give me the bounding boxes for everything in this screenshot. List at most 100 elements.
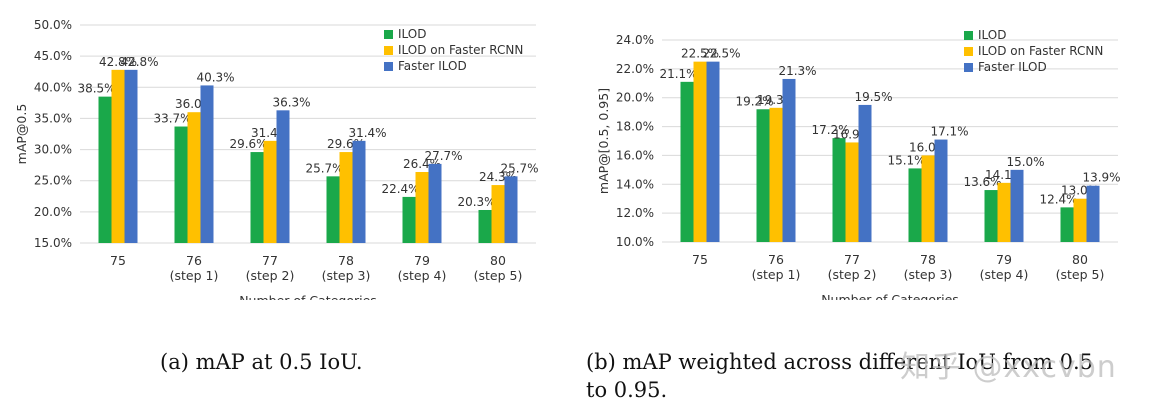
bar-ilod-on-faster-rcnn <box>415 171 429 243</box>
data-label: 29.6% <box>229 137 267 151</box>
data-label: 40.3% <box>196 70 234 84</box>
legend-swatch <box>384 62 393 71</box>
data-label: 12.4% <box>1039 192 1077 206</box>
x-tick-label: (step 5) <box>1056 267 1105 282</box>
x-tick-label: (step 1) <box>752 267 801 282</box>
bar-faster-ilod <box>858 104 872 242</box>
legend-swatch <box>964 31 973 40</box>
bar-ilod <box>832 138 846 242</box>
data-label: 13.9% <box>1082 171 1120 185</box>
bar-ilod <box>680 81 694 242</box>
x-tick-label: (step 5) <box>474 268 523 283</box>
y-axis-title: mAP@0.5 <box>14 104 29 165</box>
x-tick-label: 75 <box>692 252 708 267</box>
figure-caption-a: (a) mAP at 0.5 IoU. <box>160 350 363 374</box>
data-label: 22.4% <box>381 182 419 196</box>
data-label: 21.3% <box>778 64 816 78</box>
x-tick-label: (step 2) <box>828 267 877 282</box>
x-tick-label: 76 <box>186 253 202 268</box>
bar-ilod-on-faster-rcnn <box>339 152 353 243</box>
legend-label: ILOD on Faster RCNN <box>978 44 1103 58</box>
bar-ilod-on-faster-rcnn <box>187 112 201 243</box>
bar-ilod-on-faster-rcnn <box>263 140 277 243</box>
chart-a-svg: 15.0% 20.0% 25.0% 30.0% 35.0% 40.0% 45.0% 50.0%… <box>14 18 539 300</box>
bar-ilod <box>98 96 112 243</box>
x-tick-label: 77 <box>844 252 860 267</box>
y-tick-label: 20.0% <box>616 91 654 105</box>
data-label: 22.5% <box>681 47 719 61</box>
data-label: 21.1% <box>659 67 697 81</box>
bar-ilod <box>984 190 998 242</box>
data-label: 36.3% <box>272 95 310 109</box>
bar-faster-ilod <box>706 61 720 243</box>
bar-ilod <box>1060 207 1074 242</box>
bar-ilod-on-faster-rcnn <box>111 69 125 244</box>
data-label: 25.7% <box>500 161 538 175</box>
data-label: 22.5% <box>702 47 740 61</box>
y-tick-label: 50.0% <box>34 18 72 32</box>
bar-faster-ilod <box>124 69 138 244</box>
data-label: 20.3% <box>457 195 495 209</box>
y-tick-label: 14.0% <box>616 177 654 191</box>
data-label: 19.5% <box>854 90 892 104</box>
y-tick-label: 25.0% <box>34 174 72 188</box>
x-tick-label: 80 <box>1072 252 1088 267</box>
bar-ilod <box>174 126 188 243</box>
data-label: 25.7% <box>305 161 343 175</box>
legend-label: ILOD <box>978 28 1006 42</box>
bar-faster-ilod <box>276 110 290 244</box>
legend-swatch <box>384 30 393 39</box>
data-label: 38.5% <box>77 82 115 96</box>
data-label: 27.7% <box>424 149 462 163</box>
data-label: 42.8% <box>99 55 137 69</box>
bar-ilod-on-faster-rcnn <box>693 61 707 243</box>
data-label: 15.1% <box>887 153 925 167</box>
x-tick-label: (step 2) <box>246 268 295 283</box>
y-tick-label: 10.0% <box>616 235 654 249</box>
bar-ilod <box>908 168 922 242</box>
y-tick-label: 35.0% <box>34 111 72 125</box>
x-tick-label: (step 3) <box>904 267 953 282</box>
x-axis-title: Number of Categories <box>239 293 377 300</box>
chart-panel-a: 15.0% 20.0% 25.0% 30.0% 35.0% 40.0% 45.0% 50.0%… <box>4 0 544 300</box>
data-label: 19.2% <box>735 94 773 108</box>
legend-swatch <box>964 47 973 56</box>
chart-panel-b: 10.0% 12.0% 14.0% 16.0% 18.0% 20.0% 22.0% 24.0%… <box>586 0 1146 300</box>
data-label: 15.0% <box>1006 155 1044 169</box>
bar-ilod-on-faster-rcnn <box>997 182 1011 242</box>
y-tick-label: 40.0% <box>34 80 72 94</box>
bar-ilod-on-faster-rcnn <box>1073 198 1087 242</box>
x-tick-label: (step 4) <box>398 268 447 283</box>
bar-faster-ilod <box>1010 169 1024 242</box>
y-axis-title: mAP@[0.5, 0.95] <box>596 88 611 194</box>
x-tick-label: 80 <box>490 253 506 268</box>
legend-label: ILOD on Faster RCNN <box>398 43 523 57</box>
data-label: 17.1% <box>930 125 968 139</box>
x-tick-label: (step 4) <box>980 267 1029 282</box>
bar-ilod-on-faster-rcnn <box>845 142 859 242</box>
y-tick-label: 16.0% <box>616 148 654 162</box>
bar-ilod <box>402 196 416 243</box>
legend-swatch <box>384 46 393 55</box>
bar-ilod-on-faster-rcnn <box>491 185 505 243</box>
bar-ilod <box>326 176 340 243</box>
bar-ilod-on-faster-rcnn <box>769 107 783 242</box>
chart-b-svg: 10.0% 12.0% 14.0% 16.0% 18.0% 20.0% 22.0% 24.0%… <box>596 28 1121 300</box>
y-tick-label: 18.0% <box>616 120 654 134</box>
y-tick-label: 22.0% <box>616 62 654 76</box>
legend-swatch <box>964 63 973 72</box>
bar-faster-ilod <box>782 78 796 242</box>
figure-caption-b: (b) mAP weighted across different IoU fr… <box>586 350 1094 402</box>
bar-ilod <box>250 152 264 243</box>
y-tick-label: 24.0% <box>616 33 654 47</box>
y-tick-label: 12.0% <box>616 206 654 220</box>
bar-faster-ilod <box>1086 185 1100 242</box>
x-tick-label: 76 <box>768 252 784 267</box>
bar-ilod-on-faster-rcnn <box>921 155 935 242</box>
data-label: 33.7% <box>153 112 191 126</box>
y-tick-label: 30.0% <box>34 143 72 157</box>
x-axis-title: Number of Categories <box>821 292 959 300</box>
x-tick-label: 79 <box>414 253 430 268</box>
data-label: 42.8% <box>120 55 158 69</box>
bar-faster-ilod <box>934 139 948 242</box>
